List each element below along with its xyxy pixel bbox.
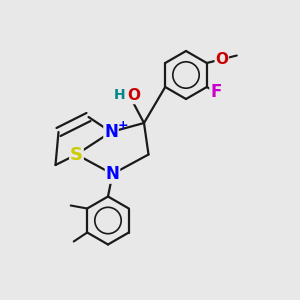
Text: O: O bbox=[215, 52, 228, 67]
Text: N: N bbox=[104, 123, 118, 141]
Text: N: N bbox=[106, 165, 119, 183]
Text: S: S bbox=[70, 146, 83, 164]
Text: F: F bbox=[210, 82, 221, 100]
Text: +: + bbox=[118, 119, 128, 132]
Text: O: O bbox=[128, 88, 141, 104]
Text: H: H bbox=[113, 88, 125, 102]
